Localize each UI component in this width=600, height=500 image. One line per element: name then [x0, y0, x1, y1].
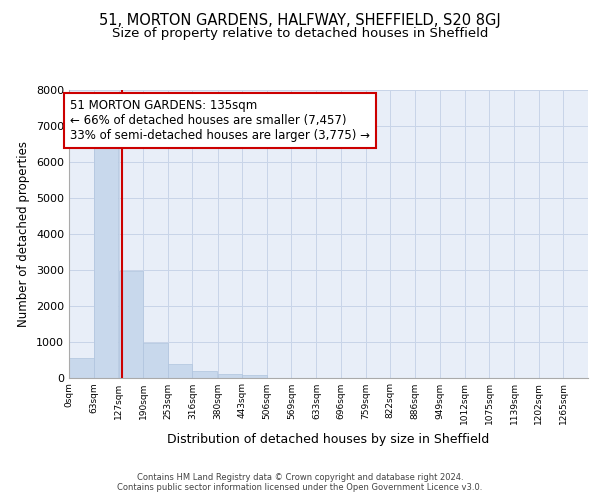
Y-axis label: Number of detached properties: Number of detached properties [17, 141, 31, 327]
Bar [193, 372, 217, 378]
Bar [69, 358, 94, 378]
X-axis label: Distribution of detached houses by size in Sheffield: Distribution of detached houses by size … [167, 433, 490, 446]
Text: 51 MORTON GARDENS: 135sqm
← 66% of detached houses are smaller (7,457)
33% of se: 51 MORTON GARDENS: 135sqm ← 66% of detac… [70, 99, 370, 142]
Text: Size of property relative to detached houses in Sheffield: Size of property relative to detached ho… [112, 28, 488, 40]
Text: Contains HM Land Registry data © Crown copyright and database right 2024.
Contai: Contains HM Land Registry data © Crown c… [118, 473, 482, 492]
Bar [143, 344, 168, 378]
Text: 51, MORTON GARDENS, HALFWAY, SHEFFIELD, S20 8GJ: 51, MORTON GARDENS, HALFWAY, SHEFFIELD, … [99, 12, 501, 28]
Bar [242, 375, 267, 378]
Bar [218, 374, 242, 378]
Bar [94, 148, 118, 378]
Bar [119, 272, 143, 378]
Bar [168, 364, 193, 378]
